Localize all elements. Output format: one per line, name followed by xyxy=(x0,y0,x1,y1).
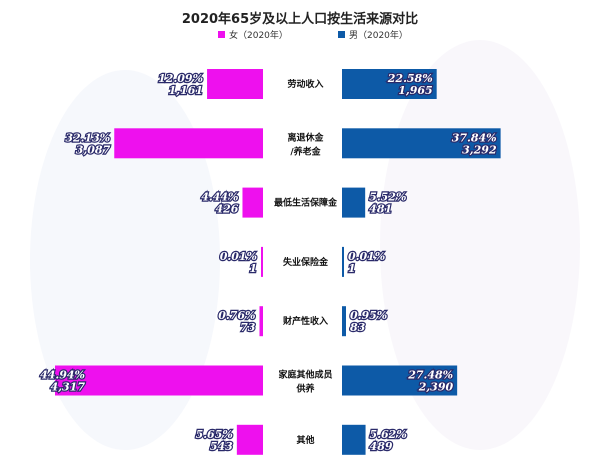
count-label: 543 xyxy=(210,440,233,453)
bar-female-5 xyxy=(55,365,263,396)
category-label-line: 财产性收入 xyxy=(282,315,328,327)
value-label-female-6: 5.65%543 xyxy=(194,427,234,454)
bar-female-4 xyxy=(259,306,263,337)
category-label-line: /养老金 xyxy=(290,145,321,157)
bar-female-3 xyxy=(261,246,263,277)
value-label-male-1: 37.84%3,292 xyxy=(451,130,499,157)
value-label-female-4: 0.76%73 xyxy=(217,308,257,335)
count-label: 83 xyxy=(350,321,366,334)
category-label-4: 财产性收入 xyxy=(282,315,328,327)
count-label: 426 xyxy=(216,203,239,216)
legend: 女（2020年） 男（2020年） xyxy=(218,29,408,41)
percent-label: 0.01% xyxy=(220,250,257,263)
legend-swatch-male xyxy=(338,31,345,38)
labels-group: 劳动收入 12.09%1,161 22.58%1,965 离退休金/养老金 32.13%… xyxy=(39,71,499,454)
bars-group xyxy=(55,69,501,455)
value-label-female-0: 12.09%1,161 xyxy=(157,71,204,98)
category-label-line: 其他 xyxy=(296,434,314,446)
percent-label: 5.65% xyxy=(196,428,233,441)
count-label: 2,390 xyxy=(418,381,454,394)
bar-female-2 xyxy=(242,187,263,218)
percent-label: 0.76% xyxy=(218,309,255,322)
value-label-male-6: 5.62%489 xyxy=(368,427,408,454)
value-label-male-0: 22.58%1,965 xyxy=(386,71,434,98)
count-label: 3,292 xyxy=(462,143,497,156)
percent-label: 0.01% xyxy=(348,250,385,263)
count-label: 1 xyxy=(249,262,257,275)
percent-label: 5.62% xyxy=(370,428,407,441)
legend-swatch-female xyxy=(218,31,225,38)
count-label: 73 xyxy=(240,321,256,334)
value-label-male-5: 27.48%2,390 xyxy=(406,367,455,394)
value-label-female-1: 32.13%3,087 xyxy=(64,130,112,157)
percent-label: 44.94% xyxy=(40,369,85,382)
category-label-line: 离退休金 xyxy=(287,131,324,143)
percent-label: 12.09% xyxy=(158,72,203,85)
category-label-6: 其他 xyxy=(296,434,314,446)
bar-male-4 xyxy=(342,306,346,337)
value-label-male-2: 5.52%481 xyxy=(368,189,408,216)
value-label-male-3: 0.01%1 xyxy=(347,249,387,276)
category-label-line: 供养 xyxy=(295,383,314,395)
bar-male-6 xyxy=(342,424,366,455)
bar-male-1 xyxy=(342,128,501,159)
bar-female-6 xyxy=(236,424,263,455)
bar-male-3 xyxy=(342,246,344,277)
category-label-2: 最低生活保障金 xyxy=(274,197,338,209)
bar-male-5 xyxy=(342,365,458,396)
category-label-0: 劳动收入 xyxy=(287,78,323,90)
count-label: 1 xyxy=(348,262,356,275)
percent-label: 32.13% xyxy=(65,131,110,144)
count-label: 3,087 xyxy=(76,143,111,156)
percent-label: 22.58% xyxy=(387,72,433,85)
legend-label-female: 女（2020年） xyxy=(229,29,288,41)
percent-label: 4.44% xyxy=(201,191,238,204)
percent-label: 5.52% xyxy=(369,191,406,204)
percent-label: 37.84% xyxy=(452,131,497,144)
count-label: 489 xyxy=(370,440,393,453)
category-label-line: 最低生活保障金 xyxy=(274,197,338,209)
value-label-female-3: 0.01%1 xyxy=(219,249,259,276)
value-label-female-2: 4.44%426 xyxy=(200,189,240,216)
value-label-male-4: 0.95%83 xyxy=(349,308,389,335)
count-label: 1,161 xyxy=(169,84,203,97)
percent-label: 0.95% xyxy=(350,309,387,322)
category-label-line: 劳动收入 xyxy=(287,78,323,90)
legend-label-male: 男（2020年） xyxy=(349,29,408,41)
category-label-1: 离退休金/养老金 xyxy=(287,131,324,157)
count-label: 481 xyxy=(369,203,392,216)
category-label-3: 失业保险金 xyxy=(283,256,329,268)
percent-label: 27.48% xyxy=(407,369,453,382)
bar-female-0 xyxy=(207,69,263,99)
category-label-line: 失业保险金 xyxy=(283,256,329,268)
category-label-5: 家庭其他成员供养 xyxy=(278,369,332,395)
count-label: 1,965 xyxy=(398,84,432,97)
chart-title: 2020年65岁及以上人口按生活来源对比 xyxy=(182,11,418,27)
bar-male-2 xyxy=(342,187,366,218)
bar-female-1 xyxy=(114,128,264,159)
value-label-female-5: 44.94%4,317 xyxy=(39,367,87,394)
count-label: 4,317 xyxy=(51,381,86,394)
bar-male-0 xyxy=(342,69,437,99)
category-label-line: 家庭其他成员 xyxy=(278,369,332,381)
